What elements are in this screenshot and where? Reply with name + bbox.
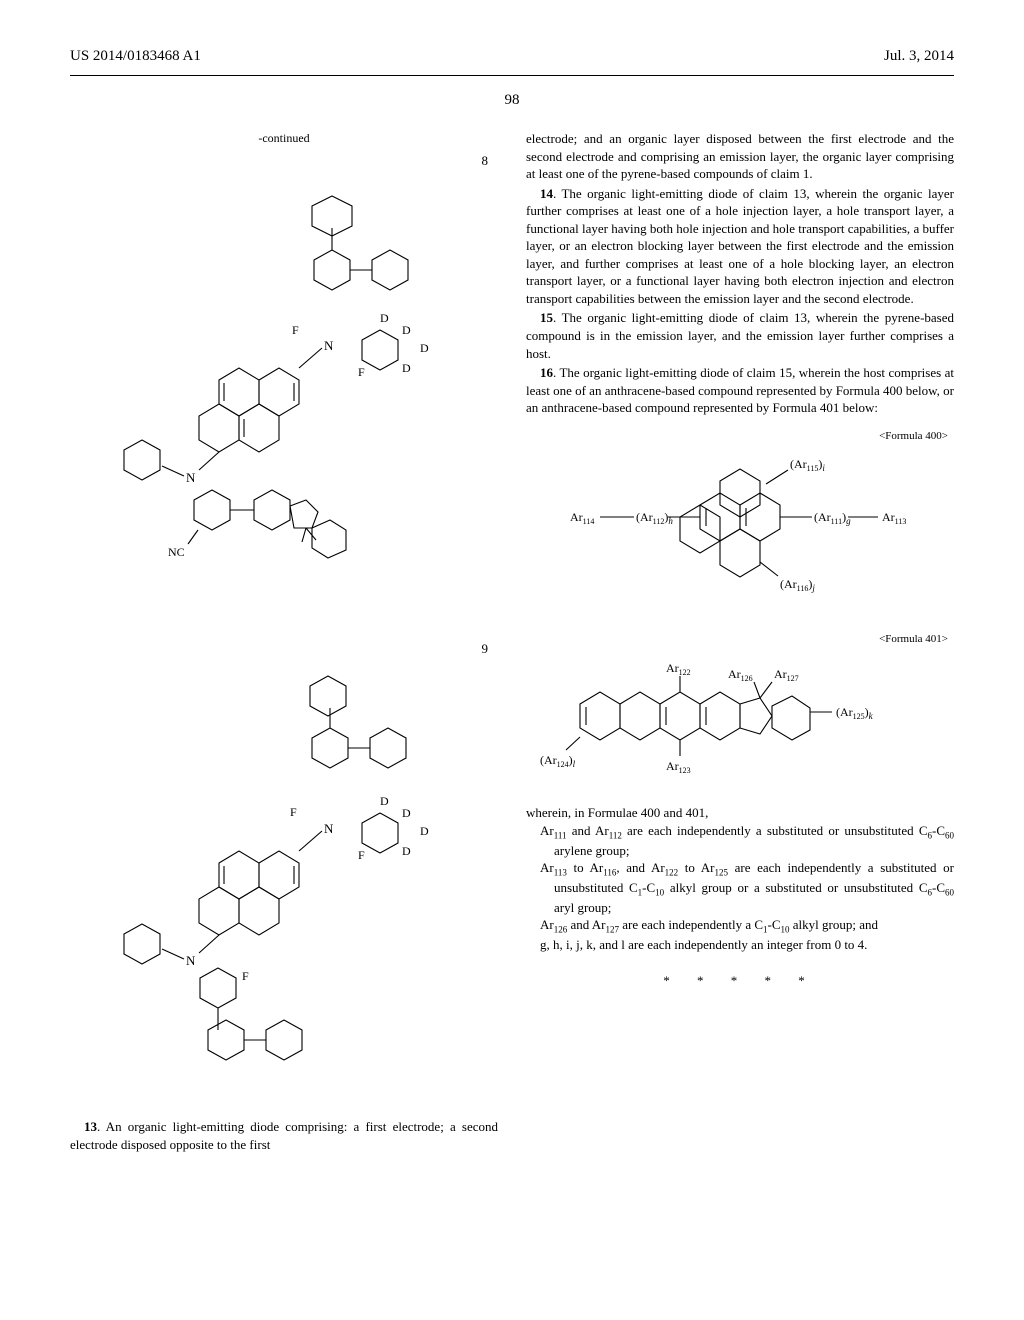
svg-text:(Ar112)h: (Ar112)h: [636, 510, 673, 526]
compound-number-8: 8: [482, 152, 489, 170]
svg-text:N: N: [186, 953, 196, 968]
end-stars: * * * * *: [526, 972, 954, 990]
svg-text:(Ar115)i: (Ar115)i: [790, 457, 825, 473]
wherein-block: wherein, in Formulae 400 and 401, Ar111 …: [526, 804, 954, 953]
svg-text:D: D: [402, 806, 411, 820]
svg-text:F: F: [358, 848, 365, 862]
svg-text:D: D: [402, 323, 411, 337]
structure-compound-9: 9: [70, 638, 498, 1118]
claim-16-text: 16. The organic light-emitting diode of …: [526, 364, 954, 417]
svg-text:NC: NC: [168, 545, 185, 559]
header-left: US 2014/0183468 A1: [70, 48, 201, 65]
svg-text:D: D: [402, 361, 411, 375]
svg-text:Ar114: Ar114: [570, 510, 594, 526]
compound-number-9: 9: [482, 640, 489, 658]
left-column: -continued 8: [70, 130, 498, 1155]
svg-text:D: D: [420, 341, 429, 355]
wherein-intro: wherein, in Formulae 400 and 401,: [526, 804, 954, 822]
claim-14-number: 14: [540, 186, 553, 201]
svg-text:D: D: [402, 844, 411, 858]
formula-401-svg: Ar122 Ar123 (Ar124)l (Ar125)k Ar126 Ar12…: [540, 652, 940, 792]
svg-text:(Ar124)l: (Ar124)l: [540, 753, 576, 769]
svg-text:Ar127: Ar127: [774, 667, 799, 683]
svg-text:Ar123: Ar123: [666, 759, 691, 775]
svg-text:(Ar111)g: (Ar111)g: [814, 510, 851, 526]
right-column: electrode; and an organic layer disposed…: [526, 130, 954, 1155]
formula-400-label: <Formula 400>: [526, 429, 948, 444]
svg-text:Ar113: Ar113: [882, 510, 906, 526]
svg-text:F: F: [292, 323, 299, 337]
claim-15-number: 15: [540, 310, 553, 325]
svg-text:N: N: [186, 470, 196, 485]
formula-401-label: <Formula 401>: [526, 632, 948, 647]
svg-text:F: F: [242, 969, 249, 983]
structure-compound-8: 8: [70, 150, 498, 630]
svg-text:(Ar125)k: (Ar125)k: [836, 705, 874, 721]
header-rule: [70, 75, 954, 76]
continued-label: -continued: [70, 130, 498, 146]
wherein-line-2: Ar113 to Ar116, and Ar122 to Ar125 are e…: [526, 859, 954, 916]
svg-text:(Ar116)j: (Ar116)j: [780, 577, 815, 593]
claim-15-text: 15. The organic light-emitting diode of …: [526, 309, 954, 362]
claim-13-text: 13. An organic light-emitting diode comp…: [70, 1118, 498, 1153]
page-number: 98: [505, 92, 520, 109]
claim-16-number: 16: [540, 365, 553, 380]
svg-text:D: D: [380, 311, 389, 325]
wherein-line-3: Ar126 and Ar127 are each independently a…: [526, 916, 954, 936]
svg-text:F: F: [358, 365, 365, 379]
svg-text:D: D: [380, 794, 389, 808]
svg-text:F: F: [290, 805, 297, 819]
claim-13-number: 13: [84, 1119, 97, 1134]
claim-14-text: 14. The organic light-emitting diode of …: [526, 185, 954, 308]
svg-text:N: N: [324, 821, 334, 836]
wherein-line-1: Ar111 and Ar112 are each independently a…: [526, 822, 954, 859]
formula-401-structure: Ar122 Ar123 (Ar124)l (Ar125)k Ar126 Ar12…: [526, 652, 954, 792]
svg-text:D: D: [420, 824, 429, 838]
formula-400-structure: Ar114 (Ar112)h (Ar111)g Ar113 (Ar115)i (…: [526, 450, 954, 620]
formula-400-svg: Ar114 (Ar112)h (Ar111)g Ar113 (Ar115)i (…: [560, 450, 920, 620]
svg-text:Ar122: Ar122: [666, 661, 691, 677]
svg-text:N: N: [324, 338, 334, 353]
wherein-line-4: g, h, i, j, k, and l are each independen…: [526, 936, 954, 954]
claim-13-continuation: electrode; and an organic layer disposed…: [526, 130, 954, 183]
svg-text:Ar126: Ar126: [728, 667, 753, 683]
header-right: Jul. 3, 2014: [884, 48, 954, 65]
chemical-structure-8-svg: N F: [104, 150, 464, 630]
chemical-structure-9-svg: N F: [104, 638, 464, 1118]
